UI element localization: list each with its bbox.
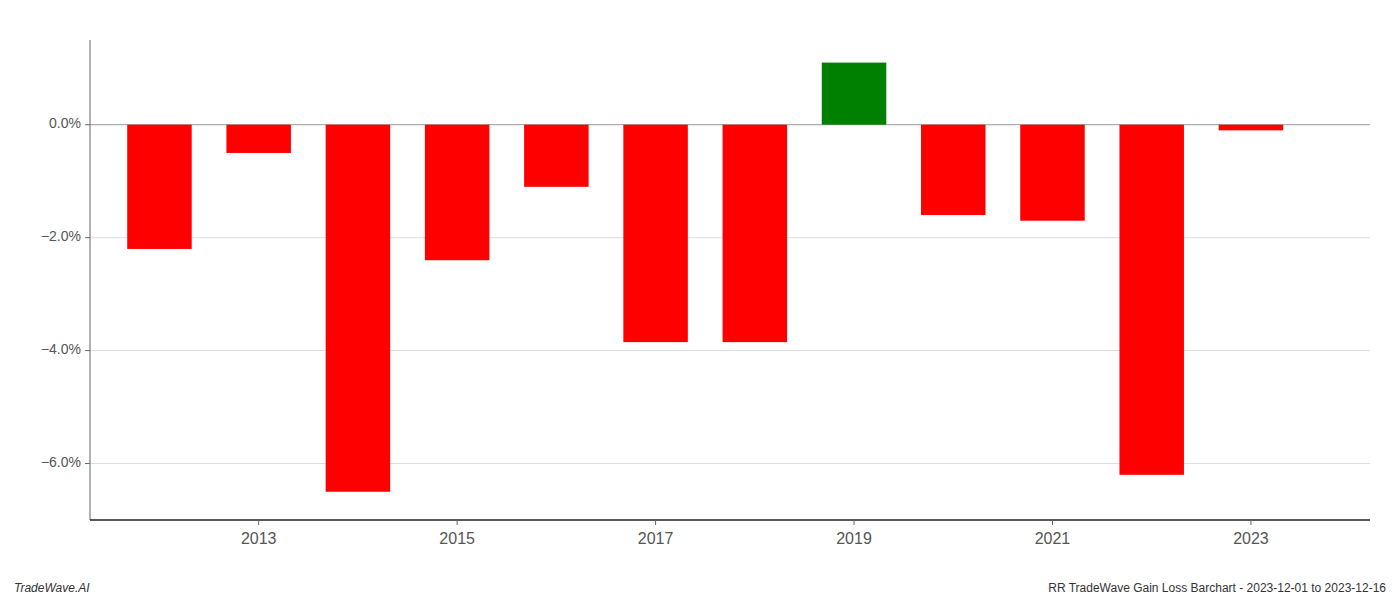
- x-tick: [1250, 520, 1251, 525]
- bar: [822, 63, 886, 125]
- y-tick-label: −4.0%: [41, 341, 81, 357]
- bar: [1119, 125, 1183, 475]
- x-tick: [1052, 520, 1053, 525]
- y-tick: [85, 237, 90, 238]
- bar: [623, 125, 687, 342]
- bar: [226, 125, 290, 153]
- x-tick-label: 2013: [241, 530, 277, 547]
- y-tick-label: −6.0%: [41, 454, 81, 470]
- bar: [326, 125, 390, 492]
- y-tick-label: −2.0%: [41, 228, 81, 244]
- y-axis-line: [90, 40, 91, 520]
- footer-left: TradeWave.AI: [14, 581, 90, 595]
- bar: [1020, 125, 1084, 221]
- x-tick-label: 2015: [439, 530, 475, 547]
- x-tick-label: 2023: [1233, 530, 1269, 547]
- x-tick-label: 2021: [1035, 530, 1071, 547]
- x-tick: [258, 520, 259, 525]
- x-axis-line: [90, 519, 1370, 521]
- y-axis: 0.0% −2.0% −4.0% −6.0%: [41, 40, 90, 520]
- chart: 0.0%−2.0%−4.0%−6.0%201320152017201920212…: [0, 0, 1400, 600]
- y-tick: [85, 124, 90, 125]
- x-tick-label: 2017: [638, 530, 674, 547]
- bar: [127, 125, 191, 249]
- x-tick-label: 2019: [836, 530, 872, 547]
- x-tick: [457, 520, 458, 525]
- bar: [524, 125, 588, 187]
- y-tick-label: 0.0%: [49, 115, 81, 131]
- bar: [921, 125, 985, 215]
- y-tick: [85, 350, 90, 351]
- x-tick: [655, 520, 656, 525]
- bar: [425, 125, 489, 261]
- bar: [1219, 125, 1283, 131]
- footer-right: RR TradeWave Gain Loss Barchart - 2023-1…: [1048, 581, 1386, 595]
- bars: [127, 63, 1283, 492]
- bar: [723, 125, 787, 342]
- x-axis: 2013 2015 2017 2019 2021 2023: [90, 520, 1370, 547]
- y-tick: [85, 463, 90, 464]
- x-tick: [854, 520, 855, 525]
